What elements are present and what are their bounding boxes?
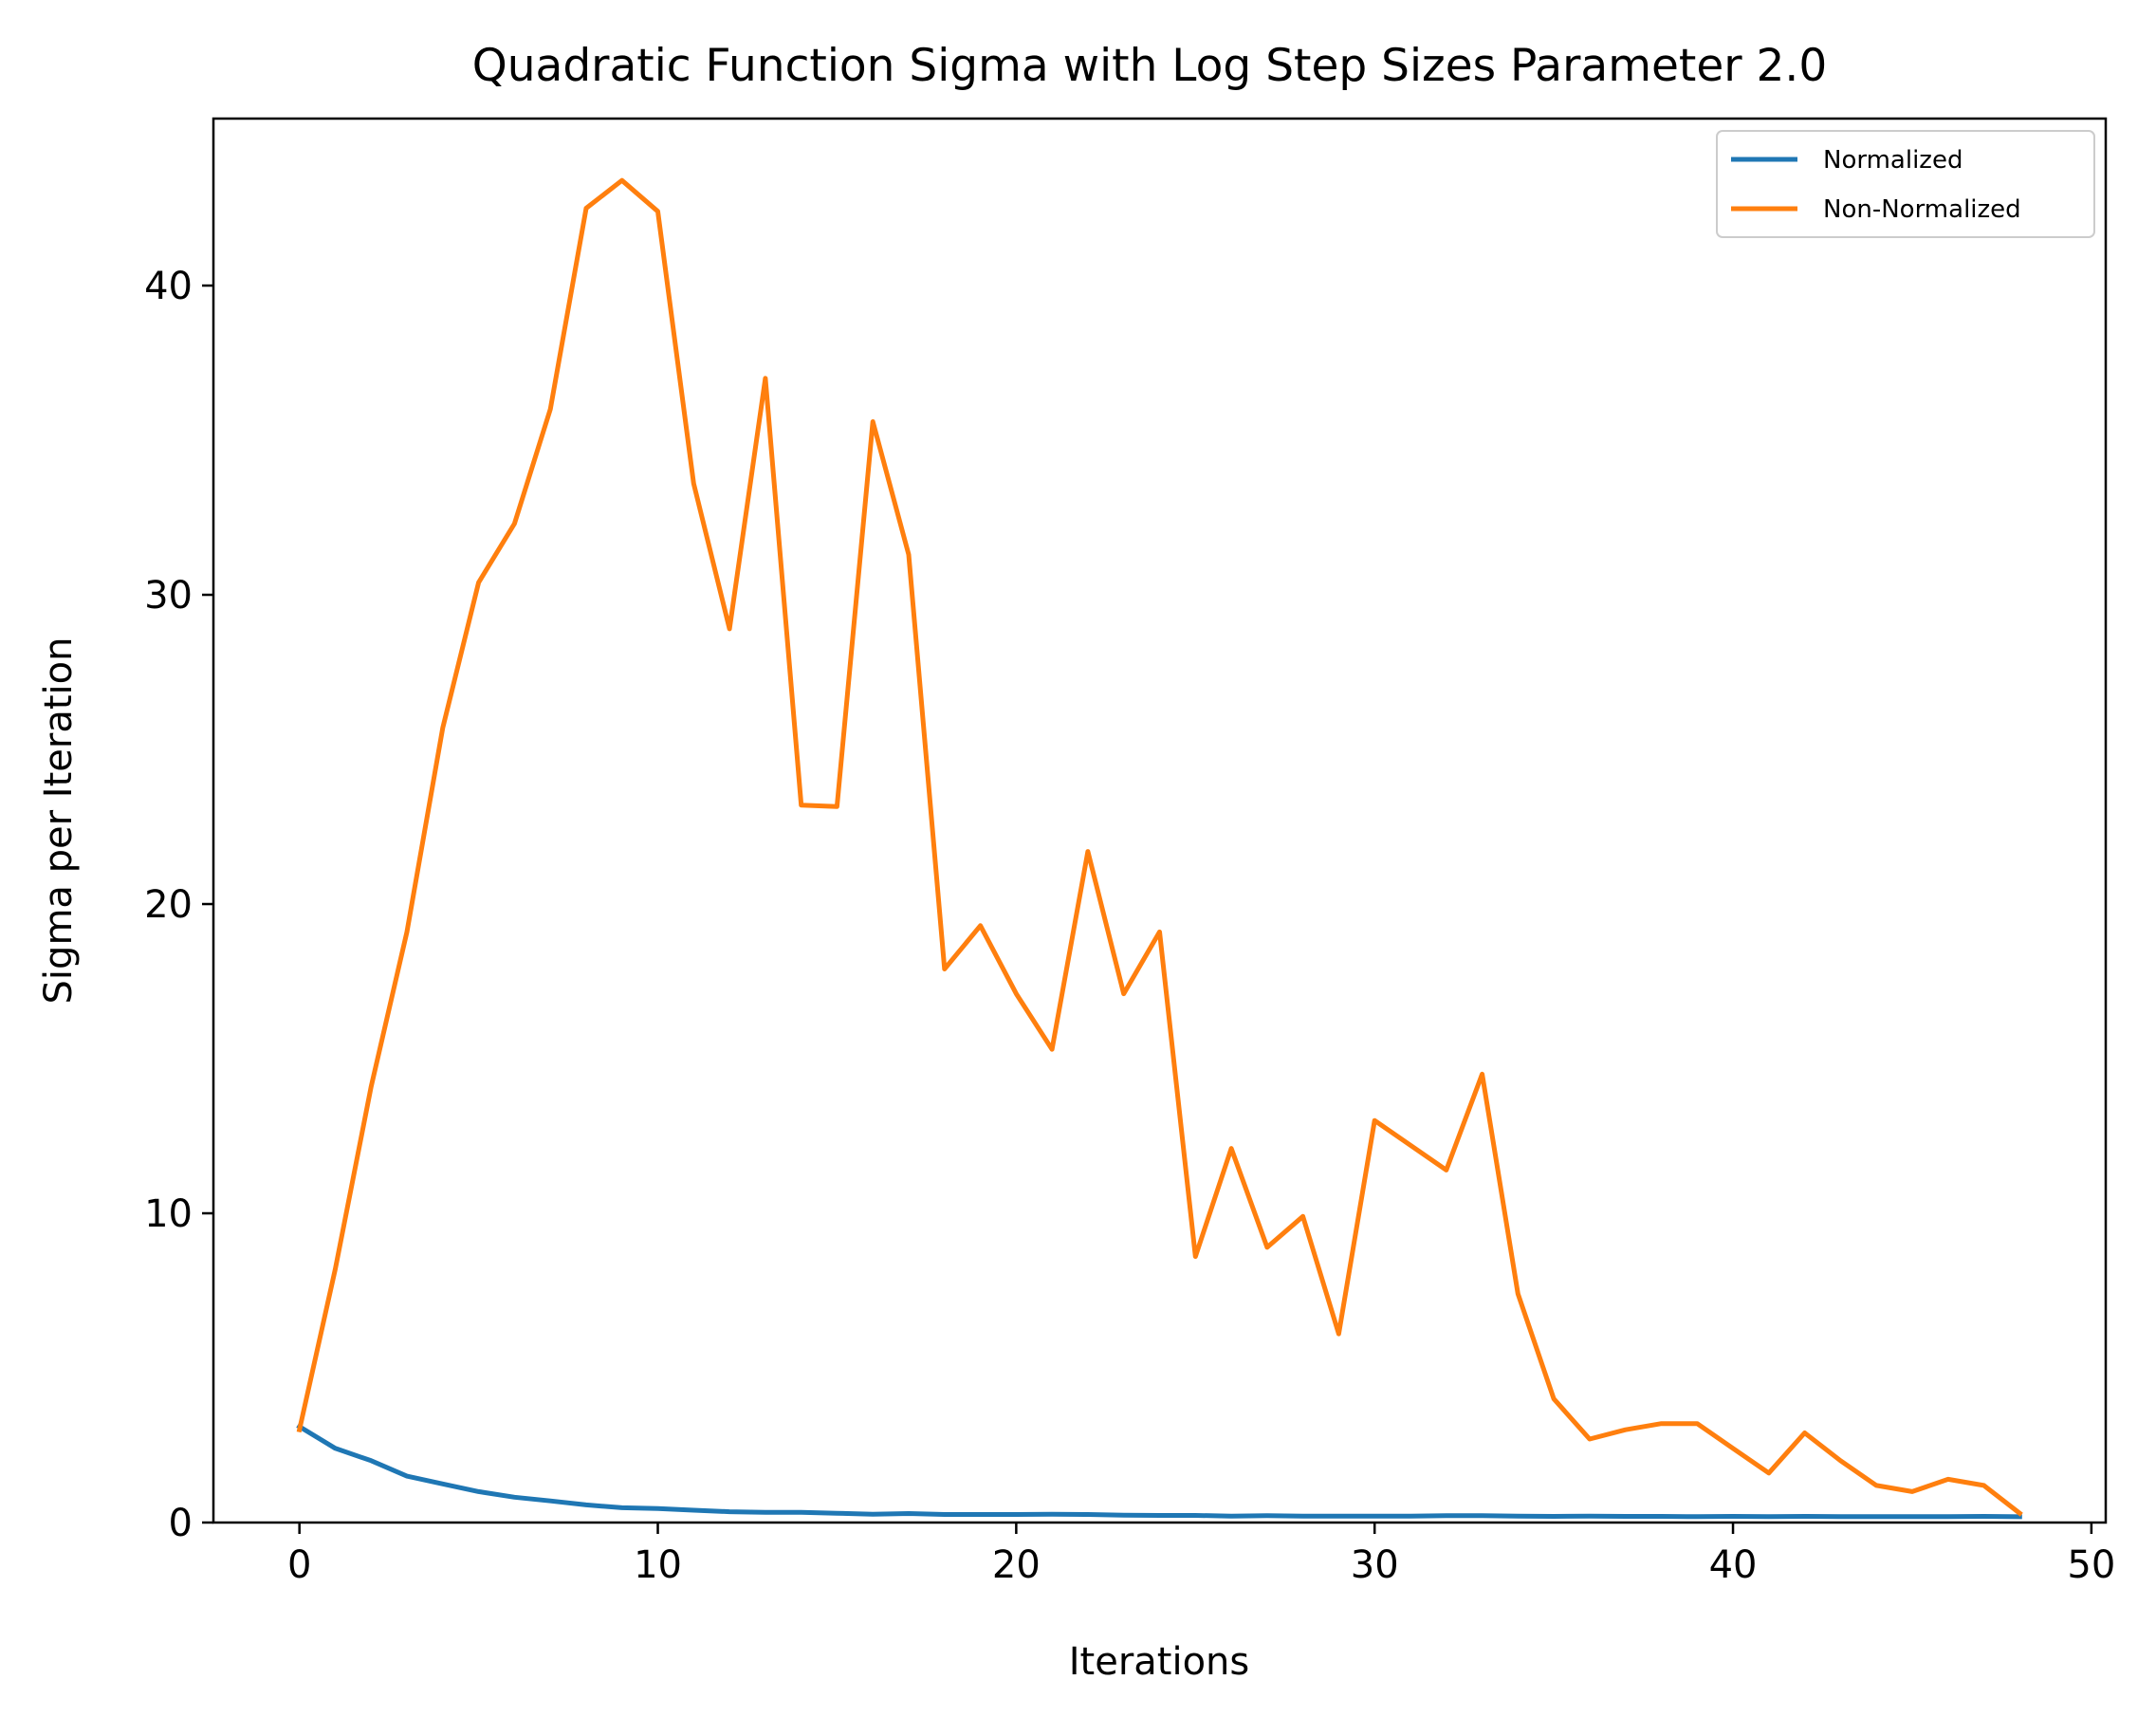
- x-tick-label: 40: [1709, 1543, 1758, 1587]
- y-axis-label: Sigma per Iteration: [37, 637, 81, 1005]
- y-tick-label: 20: [144, 883, 193, 927]
- chart-title: Quadratic Function Sigma with Log Step S…: [472, 40, 1828, 92]
- legend: Normalized Non-Normalized: [1716, 130, 2095, 238]
- y-tick-label: 0: [169, 1502, 193, 1545]
- y-tick-label: 10: [144, 1192, 193, 1236]
- legend-label: Normalized: [1823, 146, 1963, 175]
- y-tick-label: 40: [144, 265, 193, 308]
- x-tick-label: 20: [992, 1543, 1041, 1587]
- legend-box: [1716, 130, 2095, 238]
- legend-label: Non-Normalized: [1823, 195, 2021, 224]
- series-line-normalized: [296, 1423, 2022, 1520]
- x-tick-label: 0: [287, 1543, 311, 1587]
- series-line-non-normalized: [296, 177, 2023, 1517]
- series-layer: [296, 177, 2023, 1520]
- y-tick-label: 30: [144, 574, 193, 618]
- x-tick-label: 10: [634, 1543, 682, 1587]
- x-tick-label: 50: [2067, 1543, 2115, 1587]
- y-axis-ticks: 0 10 20 30 40: [144, 265, 213, 1545]
- x-axis-label: Iterations: [1069, 1640, 1250, 1684]
- plot-frame: [212, 117, 2108, 1524]
- x-axis-ticks: 0 10 20 30 40 50: [287, 1523, 2115, 1587]
- x-tick-label: 30: [1351, 1543, 1399, 1587]
